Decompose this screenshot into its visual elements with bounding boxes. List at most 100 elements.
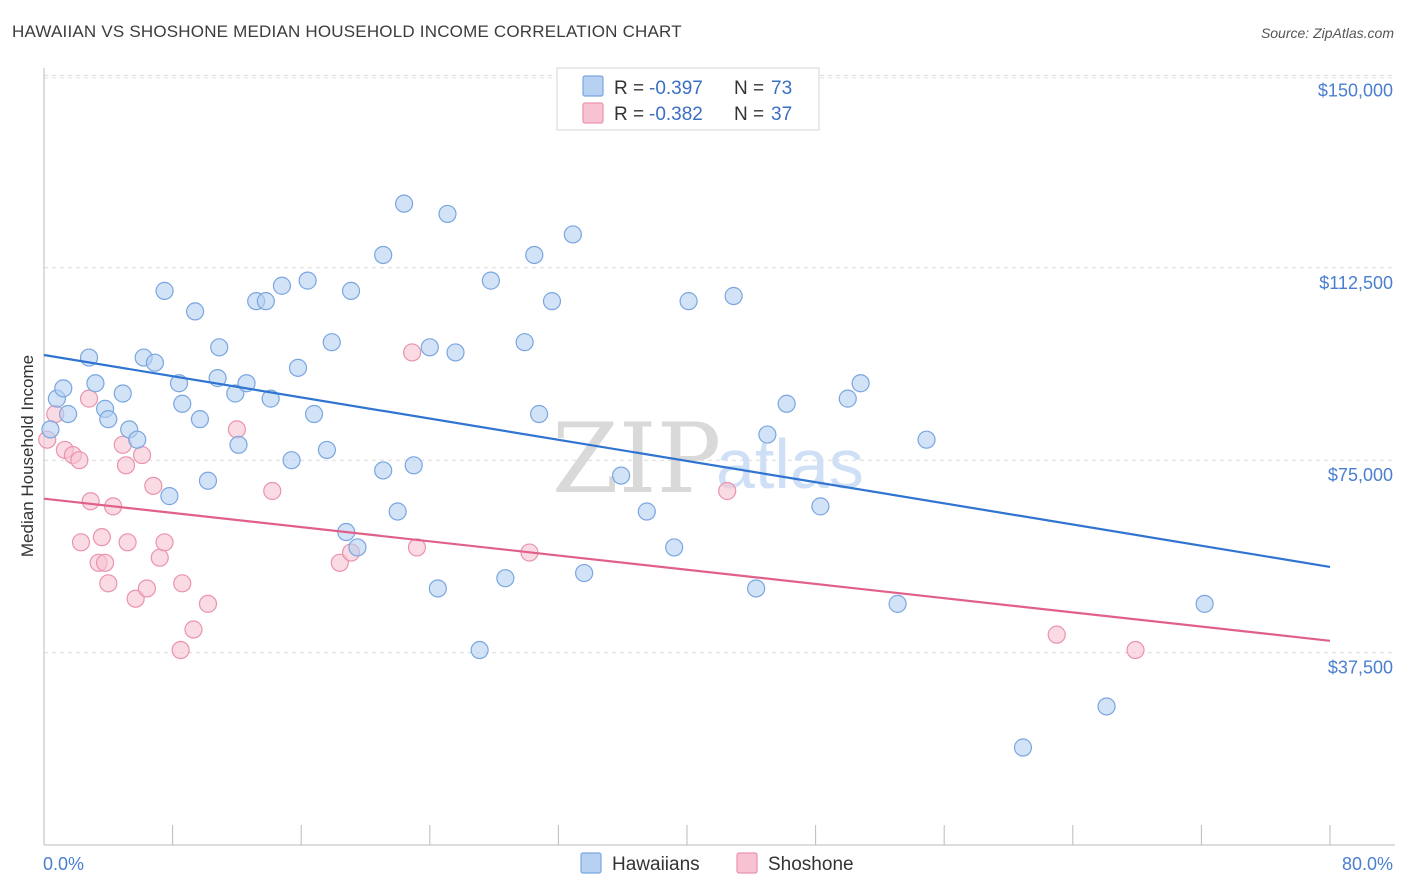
point-shoshone xyxy=(198,594,218,613)
point-shoshone xyxy=(184,620,203,639)
point-shoshone xyxy=(99,574,118,593)
point-hawaiians xyxy=(272,276,292,295)
point-hawaiians xyxy=(1195,594,1214,613)
point-hawaiians xyxy=(348,538,367,557)
point-hawaiians xyxy=(470,640,489,660)
point-shoshone xyxy=(116,456,136,475)
point-hawaiians xyxy=(256,292,275,311)
point-hawaiians xyxy=(637,502,656,521)
point-hawaiians xyxy=(525,245,544,265)
point-shoshone xyxy=(173,574,192,593)
point-hawaiians xyxy=(229,435,248,454)
point-hawaiians xyxy=(838,389,857,408)
point-hawaiians xyxy=(665,538,684,557)
point-hawaiians xyxy=(496,569,515,588)
legend-swatch-hawaiians xyxy=(582,75,604,97)
point-hawaiians xyxy=(888,594,907,613)
point-hawaiians xyxy=(420,338,439,357)
point-hawaiians xyxy=(86,374,105,393)
legend-n-value-shoshone: 37 xyxy=(771,104,792,125)
y-tick-label: $150,000 xyxy=(1318,80,1393,100)
point-hawaiians xyxy=(173,394,192,413)
point-hawaiians xyxy=(160,487,179,506)
point-hawaiians xyxy=(404,456,423,475)
bottom-legend-label-hawaiians: Hawaiians xyxy=(612,854,700,875)
point-hawaiians xyxy=(515,333,534,352)
point-hawaiians xyxy=(374,461,393,480)
watermark-atlas: atlas xyxy=(716,425,864,503)
legend-r-label: R = xyxy=(614,78,644,99)
point-hawaiians xyxy=(190,410,210,429)
grid-lines xyxy=(44,74,1395,654)
point-hawaiians xyxy=(542,292,562,311)
x-tick-label-max: 80.0% xyxy=(1342,854,1393,874)
legend-r-value-shoshone: -0.382 xyxy=(649,104,703,125)
point-shoshone xyxy=(150,548,169,567)
point-hawaiians xyxy=(388,502,407,521)
chart-title: HAWAIIAN VS SHOSHONE MEDIAN HOUSEHOLD IN… xyxy=(12,22,682,41)
point-shoshone xyxy=(718,481,737,501)
point-hawaiians xyxy=(210,338,229,357)
point-shoshone xyxy=(171,640,190,660)
legend-n-label: N = xyxy=(734,78,764,99)
bottom-legend-swatch-hawaiians xyxy=(580,852,602,874)
point-hawaiians xyxy=(563,225,582,244)
legend-r-label: R = xyxy=(614,104,644,125)
point-hawaiians xyxy=(446,343,465,362)
point-hawaiians xyxy=(186,302,205,321)
point-shoshone xyxy=(132,445,152,465)
point-hawaiians xyxy=(679,292,698,311)
point-hawaiians xyxy=(298,271,317,290)
y-axis-title: Median Household Income xyxy=(18,355,37,557)
point-hawaiians xyxy=(198,471,218,490)
point-shoshone xyxy=(155,533,174,552)
legend-n-label: N = xyxy=(734,104,764,125)
point-hawaiians xyxy=(530,404,549,424)
point-shoshone xyxy=(403,343,422,362)
x-tick-labels: 0.0% 80.0% xyxy=(43,854,1393,874)
series-shoshone xyxy=(38,343,1145,660)
legend-n-value-hawaiians: 73 xyxy=(771,78,792,99)
point-hawaiians xyxy=(288,358,308,377)
point-hawaiians xyxy=(851,374,870,393)
point-hawaiians xyxy=(1097,697,1116,716)
point-hawaiians xyxy=(611,466,631,485)
watermark-zip: ZIP xyxy=(552,403,721,515)
point-hawaiians xyxy=(917,430,936,449)
point-hawaiians xyxy=(59,404,78,424)
y-tick-label: $112,500 xyxy=(1319,273,1393,293)
point-hawaiians xyxy=(341,281,361,300)
point-shoshone xyxy=(118,533,137,552)
point-hawaiians xyxy=(155,281,174,300)
point-shoshone xyxy=(137,579,156,598)
point-hawaiians xyxy=(99,410,118,429)
point-hawaiians xyxy=(304,404,324,424)
point-shoshone xyxy=(70,451,89,470)
point-hawaiians xyxy=(481,271,500,290)
point-hawaiians xyxy=(575,563,594,583)
point-shoshone xyxy=(95,553,115,572)
point-hawaiians xyxy=(758,425,777,444)
bottom-legend-label-shoshone: Shoshone xyxy=(768,854,854,875)
point-hawaiians xyxy=(428,579,447,598)
series-hawaiians xyxy=(41,194,1214,757)
bottom-legend: Hawaiians Shoshone xyxy=(580,852,854,875)
point-shoshone xyxy=(79,389,99,408)
trend-line-hawaiians xyxy=(43,353,1331,569)
point-hawaiians xyxy=(282,451,301,470)
point-shoshone xyxy=(71,533,91,552)
axes xyxy=(43,68,1395,846)
y-tick-label: $37,500 xyxy=(1328,658,1393,678)
watermark: ZIP atlas xyxy=(552,403,864,515)
point-shoshone xyxy=(92,528,111,547)
point-hawaiians xyxy=(724,286,743,306)
point-hawaiians xyxy=(113,384,132,403)
point-hawaiians xyxy=(811,497,830,516)
legend-swatch-shoshone xyxy=(582,102,604,124)
point-shoshone xyxy=(1126,640,1145,660)
legend: R = -0.397 N = 73 R = -0.382 N = 37 xyxy=(556,67,820,131)
point-hawaiians xyxy=(374,245,393,265)
point-hawaiians xyxy=(317,440,337,460)
point-shoshone xyxy=(126,589,145,608)
